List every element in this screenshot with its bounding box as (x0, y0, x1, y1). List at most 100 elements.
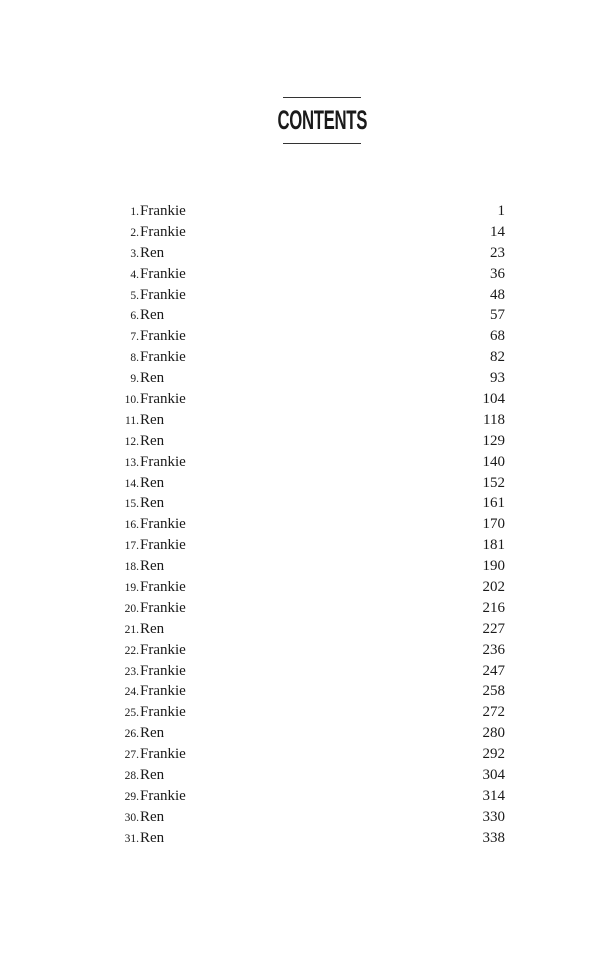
chapter-number: 31. (124, 832, 139, 845)
toc-entry[interactable]: 21. Ren 227 (110, 621, 505, 642)
chapter-title: Frankie (140, 746, 186, 763)
page-number: 314 (482, 787, 506, 804)
toc-entry[interactable]: 8. Frankie 82 (110, 349, 505, 370)
toc-entry[interactable]: 31. Ren 338 (110, 830, 505, 851)
chapter-number: 24. (124, 686, 139, 699)
toc-entry[interactable]: 12. Ren 129 (110, 433, 505, 454)
chapter-title: Ren (140, 495, 165, 512)
toc-entry[interactable]: 27. Frankie 292 (110, 746, 505, 767)
toc-entry[interactable]: 17. Frankie 181 (110, 537, 505, 558)
chapter-number: 29. (124, 790, 139, 803)
chapter-title: Frankie (140, 223, 186, 240)
toc-entry[interactable]: 28. Ren 304 (110, 767, 505, 788)
chapter-title: Ren (140, 474, 165, 491)
page-number: 36 (490, 265, 505, 282)
chapter-number: 6. (130, 310, 139, 323)
toc-entry[interactable]: 1. Frankie 1 (110, 203, 505, 224)
chapter-title: Ren (140, 307, 165, 324)
toc-entry[interactable]: 15. Ren 161 (110, 495, 505, 516)
toc-entry[interactable]: 26. Ren 280 (110, 725, 505, 746)
toc-entry[interactable]: 25. Frankie 272 (110, 704, 505, 725)
chapter-number: 20. (124, 602, 139, 615)
page-number: 280 (482, 725, 506, 742)
chapter-number: 3. (130, 247, 139, 260)
page-number: 93 (490, 370, 505, 387)
chapter-number: 7. (130, 331, 139, 344)
chapter-number: 11. (125, 414, 139, 427)
chapter-title: Frankie (140, 641, 186, 658)
chapter-number: 28. (124, 770, 139, 783)
toc-entry[interactable]: 20. Frankie 216 (110, 600, 505, 621)
chapter-title: Ren (140, 411, 165, 428)
chapter-title: Frankie (140, 203, 186, 219)
chapter-number: 21. (124, 623, 139, 636)
chapter-title: Ren (140, 725, 165, 742)
chapter-title: Frankie (140, 662, 186, 679)
toc-entry[interactable]: 29. Frankie 314 (110, 788, 505, 809)
page-number: 258 (482, 683, 506, 700)
toc-entry[interactable]: 30. Ren 330 (110, 809, 505, 830)
chapter-title: Frankie (140, 683, 186, 700)
page-number: 57 (490, 307, 505, 324)
contents-header: CONTENTS (277, 97, 367, 144)
chapter-title: Ren (140, 370, 165, 387)
chapter-title: Frankie (140, 265, 186, 282)
chapter-number: 16. (124, 519, 139, 532)
page-number: 82 (490, 349, 505, 366)
chapter-title: Frankie (140, 516, 186, 533)
chapter-title: Ren (140, 620, 165, 637)
page-number: 304 (482, 767, 506, 784)
toc-entry[interactable]: 11. Ren 118 (110, 412, 505, 433)
chapter-title: Frankie (140, 453, 186, 470)
toc-entry[interactable]: 16. Frankie 170 (110, 516, 505, 537)
toc-entry[interactable]: 2. Frankie 14 (110, 224, 505, 245)
page-number: 14 (490, 223, 505, 240)
page-number: 140 (482, 453, 506, 470)
toc-entry[interactable]: 5. Frankie 48 (110, 287, 505, 308)
chapter-title: Frankie (140, 537, 186, 554)
table-of-contents: 1. Frankie 1 2. Frankie 14 3. Ren 23 4. Frankie 36 5… (110, 203, 505, 851)
page-number: 216 (482, 599, 506, 616)
page-number: 129 (482, 432, 506, 449)
toc-entry[interactable]: 22. Frankie 236 (110, 642, 505, 663)
chapter-number: 19. (124, 582, 139, 595)
toc-entry[interactable]: 3. Ren 23 (110, 245, 505, 266)
chapter-title: Frankie (140, 599, 186, 616)
toc-entry[interactable]: 6. Ren 57 (110, 307, 505, 328)
toc-entry[interactable]: 19. Frankie 202 (110, 579, 505, 600)
page-number: 247 (482, 662, 506, 679)
page-number: 23 (490, 244, 505, 261)
chapter-title: Ren (140, 829, 165, 846)
toc-entry[interactable]: 9. Ren 93 (110, 370, 505, 391)
chapter-title: Frankie (140, 391, 186, 408)
chapter-number: 17. (124, 540, 139, 553)
page-title: CONTENTS (277, 105, 367, 135)
chapter-number: 9. (130, 373, 139, 386)
page-number: 1 (497, 203, 506, 219)
toc-entry[interactable]: 4. Frankie 36 (110, 266, 505, 287)
toc-entry[interactable]: 7. Frankie 68 (110, 328, 505, 349)
toc-entry[interactable]: 14. Ren 152 (110, 475, 505, 496)
chapter-title: Ren (140, 432, 165, 449)
chapter-number: 22. (124, 644, 139, 657)
chapter-title: Ren (140, 558, 165, 575)
chapter-title: Ren (140, 767, 165, 784)
toc-entry[interactable]: 10. Frankie 104 (110, 391, 505, 412)
chapter-title: Frankie (140, 704, 186, 721)
chapter-title: Frankie (140, 286, 186, 303)
toc-entry[interactable]: 18. Ren 190 (110, 558, 505, 579)
toc-entry[interactable]: 23. Frankie 247 (110, 663, 505, 684)
chapter-number: 30. (124, 811, 139, 824)
toc-entry[interactable]: 24. Frankie 258 (110, 683, 505, 704)
chapter-title: Frankie (140, 787, 186, 804)
chapter-number: 13. (124, 456, 139, 469)
chapter-number: 4. (130, 268, 139, 281)
chapter-number: 15. (124, 498, 139, 511)
page-number: 161 (482, 495, 506, 512)
chapter-title: Frankie (140, 328, 186, 345)
toc-entry[interactable]: 13. Frankie 140 (110, 454, 505, 475)
chapter-number: 1. (130, 206, 139, 218)
page-number: 181 (482, 537, 506, 554)
chapter-title: Ren (140, 808, 165, 825)
chapter-number: 2. (130, 226, 139, 239)
